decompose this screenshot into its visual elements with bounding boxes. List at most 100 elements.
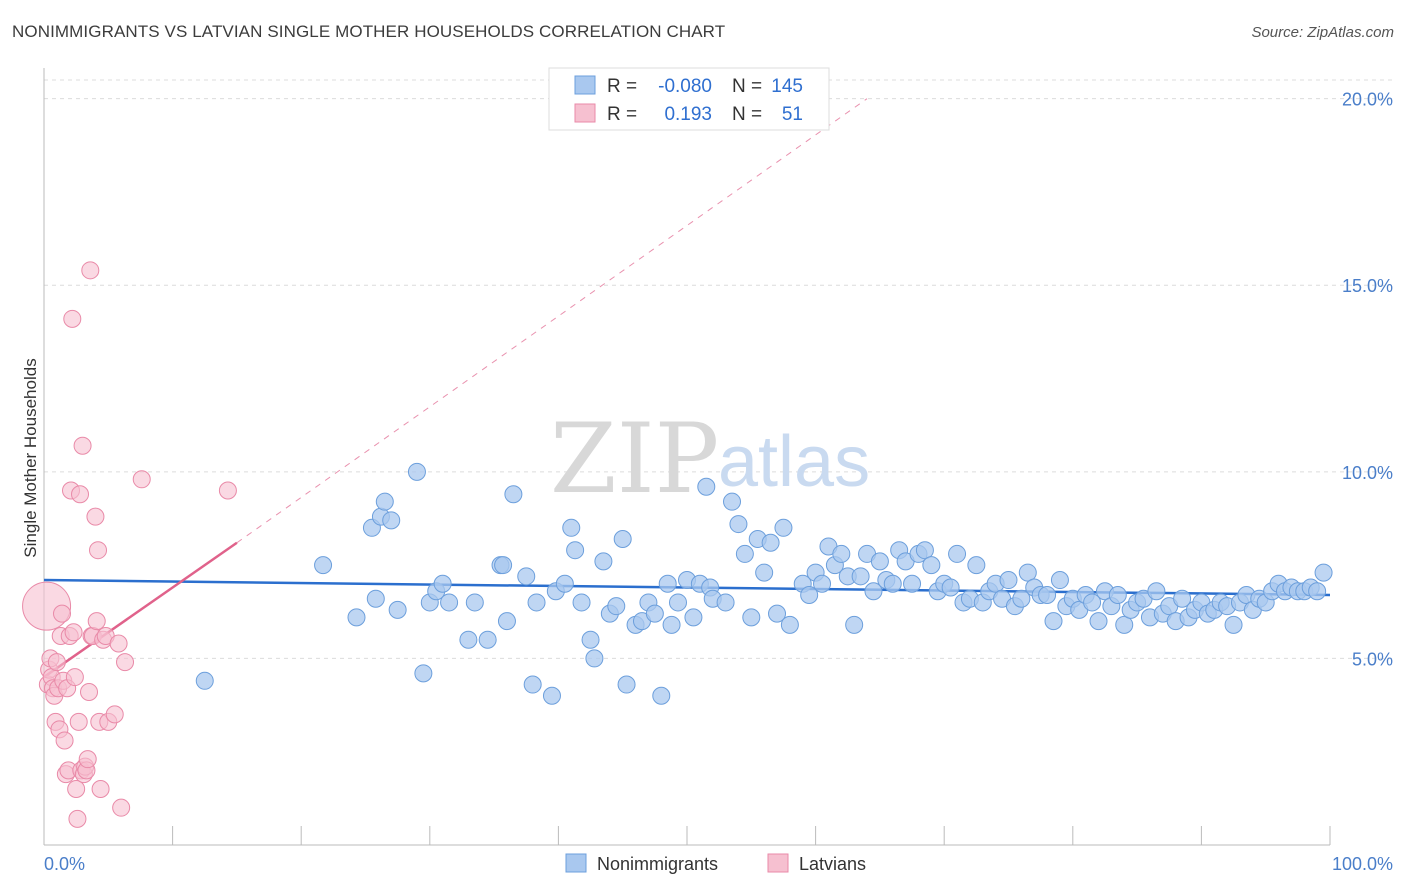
legend-n-value-2: 51 [782, 104, 803, 125]
nonimmigrants-point-35 [607, 597, 626, 616]
nonimmigrants-point-130 [1224, 615, 1243, 634]
latvians-point-46 [109, 634, 128, 653]
latvians-point-20 [63, 309, 82, 328]
nonimmigrants-point-54 [729, 515, 748, 534]
top-legend: R = -0.080 N = 145 R = 0.193 N = 51 [548, 67, 830, 131]
nonimmigrants-point-37 [617, 675, 636, 694]
nonimmigrants-point-16 [465, 593, 484, 612]
nonimmigrants-point-10 [414, 664, 433, 683]
y-tick-label-0: 5.0% [1352, 649, 1393, 669]
nonimmigrants-point-45 [668, 593, 687, 612]
latvians-point-32 [78, 750, 97, 769]
latvians-point-21 [64, 623, 83, 642]
nonimmigrants-point-49 [697, 477, 716, 496]
nonimmigrants-point-21 [504, 485, 523, 504]
nonimmigrants-point-74 [864, 582, 883, 601]
nonimmigrants-point-103 [1050, 571, 1069, 590]
latvians-point-26 [71, 485, 90, 504]
nonimmigrants-point-144 [1314, 563, 1333, 582]
latvians-point-28 [73, 436, 92, 455]
nonimmigrants-point-80 [903, 574, 922, 593]
nonimmigrants-point-47 [684, 608, 703, 627]
legend-n-label-1: N = [732, 76, 762, 97]
nonimmigrants-point-102 [1044, 612, 1063, 631]
nonimmigrants-point-44 [662, 615, 681, 634]
nonimmigrants-point-143 [1308, 582, 1327, 601]
legend-r-label-1: R = [607, 76, 637, 97]
latvians-point-25 [69, 712, 88, 731]
latvians-point-23 [67, 780, 86, 799]
nonimmigrants-point-2 [347, 608, 366, 627]
nonimmigrants-point-53 [723, 492, 742, 511]
nonimmigrants-point-61 [774, 518, 793, 537]
latvians-point-49 [132, 470, 151, 489]
latvians-point-50 [218, 481, 237, 500]
latvians-trend-extension [236, 98, 868, 544]
nonimmigrants-point-42 [652, 686, 671, 705]
nonimmigrants-point-8 [388, 600, 407, 619]
nonimmigrants-point-17 [478, 630, 497, 649]
nonimmigrants-point-87 [948, 544, 967, 563]
chart-title: NONIMMIGRANTS VS LATVIAN SINGLE MOTHER H… [12, 22, 726, 41]
latvians-point-45 [105, 705, 124, 724]
nonimmigrants-point-113 [1115, 615, 1134, 634]
nonimmigrants-point-0 [195, 671, 214, 690]
watermark-zip: ZIP [550, 403, 719, 515]
nonimmigrants-point-109 [1089, 612, 1108, 631]
nonimmigrants-point-82 [915, 541, 934, 560]
latvians-point-48 [116, 653, 135, 672]
y-tick-label-3: 20.0% [1342, 90, 1393, 110]
nonimmigrants-point-122 [1173, 589, 1192, 608]
nonimmigrants-point-75 [870, 552, 889, 571]
nonimmigrants-point-19 [494, 556, 513, 575]
gridlines [44, 79, 1392, 659]
nonimmigrants-point-6 [375, 492, 394, 511]
nonimmigrants-point-108 [1083, 593, 1102, 612]
nonimmigrants-point-28 [562, 518, 581, 537]
nonimmigrants-point-72 [851, 567, 870, 586]
nonimmigrants-point-97 [1012, 589, 1031, 608]
nonimmigrants-point-66 [813, 574, 832, 593]
bottom-legend-nonimmigrants: Nonimmigrants [597, 854, 718, 874]
latvians-point-37 [86, 507, 105, 526]
tick-labels: 5.0% 10.0% 15.0% 20.0% 0.0% 100.0% [44, 90, 1393, 874]
legend-r-value-1: -0.080 [658, 76, 712, 97]
nonimmigrants-point-20 [497, 612, 516, 631]
bottom-legend-swatch-pink [767, 853, 789, 873]
nonimmigrants-point-90 [967, 556, 986, 575]
nonimmigrants-point-13 [433, 574, 452, 593]
nonimmigrants-point-69 [832, 544, 851, 563]
nonimmigrants-point-25 [542, 686, 561, 705]
nonimmigrants-point-15 [459, 630, 478, 649]
y-tick-label-2: 15.0% [1342, 276, 1393, 296]
nonimmigrants-point-86 [941, 578, 960, 597]
watermark-atlas: atlas [718, 422, 870, 502]
latvians-point-47 [112, 798, 131, 817]
latvians-point-24 [68, 809, 87, 828]
nonimmigrants-point-112 [1108, 585, 1127, 604]
nonimmigrants-point-30 [572, 593, 591, 612]
nonimmigrants-point-24 [527, 593, 546, 612]
nonimmigrants-point-64 [800, 585, 819, 604]
nonimmigrants-point-95 [999, 571, 1018, 590]
latvians-point-12 [53, 604, 72, 623]
nonimmigrants-point-52 [716, 593, 735, 612]
bottom-legend-latvians: Latvians [799, 854, 866, 874]
nonimmigrants-point-98 [1018, 563, 1037, 582]
latvians-point-34 [81, 261, 100, 280]
nonimmigrants-point-83 [922, 556, 941, 575]
latvians-point-39 [89, 541, 108, 560]
nonimmigrants-point-77 [883, 574, 902, 593]
axes [43, 68, 1331, 846]
y-axis-label: Single Mother Households [21, 358, 40, 557]
nonimmigrants-point-41 [645, 604, 664, 623]
latvians-trend-line [43, 541, 238, 679]
nonimmigrants-point-60 [768, 604, 787, 623]
nonimmigrants-point-56 [742, 608, 761, 627]
data-points [22, 261, 1333, 828]
nonimmigrants-point-101 [1038, 585, 1057, 604]
legend-n-value-1: 145 [771, 76, 803, 97]
legend-r-label-2: R = [607, 104, 637, 125]
nonimmigrants-point-32 [585, 649, 604, 668]
